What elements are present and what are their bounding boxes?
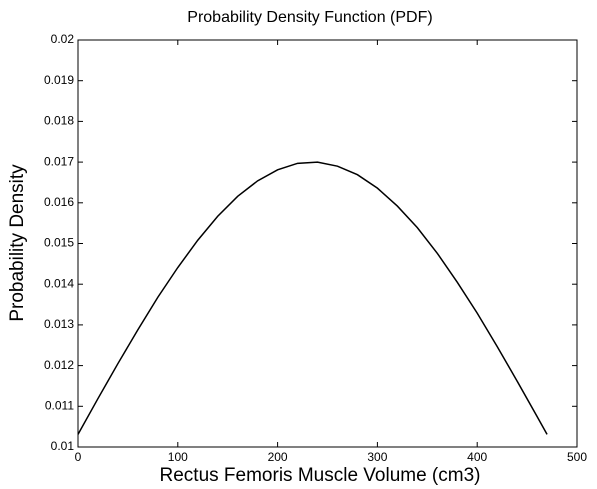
x-tick-label: 300 bbox=[367, 450, 387, 464]
y-tick-label: 0.018 bbox=[44, 114, 74, 128]
x-tick-label: 200 bbox=[268, 450, 288, 464]
x-tick-label: 100 bbox=[168, 450, 188, 464]
y-tick-label: 0.013 bbox=[44, 317, 74, 331]
y-tick-label: 0.016 bbox=[44, 195, 74, 209]
y-tick-label: 0.017 bbox=[44, 154, 74, 168]
x-tick-label: 500 bbox=[567, 450, 587, 464]
y-tick-label: 0.01 bbox=[51, 439, 75, 453]
y-tick-label: 0.012 bbox=[44, 358, 74, 372]
y-axis-label: Probability Density bbox=[7, 164, 28, 322]
y-tick-label: 0.014 bbox=[44, 276, 74, 290]
y-tick-label: 0.019 bbox=[44, 73, 74, 87]
y-tick-label: 0.011 bbox=[45, 398, 74, 412]
line bbox=[77, 161, 548, 435]
x-axis-label: Rectus Femoris Muscle Volume (cm3) bbox=[160, 465, 481, 486]
plot-frame bbox=[77, 39, 578, 448]
x-tick-label: 400 bbox=[467, 450, 487, 464]
chart-title: Probability Density Function (PDF) bbox=[187, 9, 432, 26]
y-tick-label: 0.015 bbox=[44, 236, 74, 250]
y-tick-label: 0.02 bbox=[51, 32, 75, 46]
x-tick-label: 0 bbox=[75, 450, 82, 464]
